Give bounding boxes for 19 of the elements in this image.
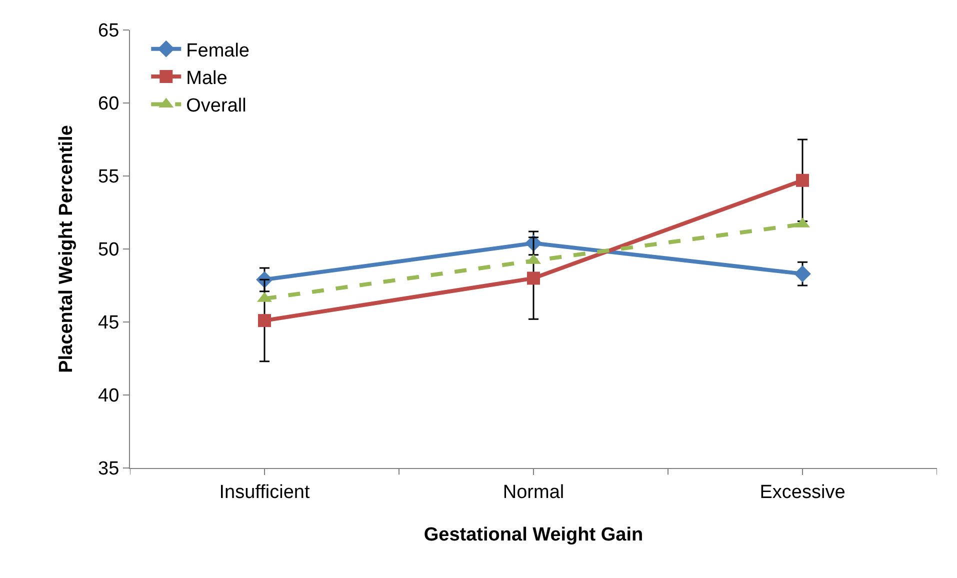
y-tick-label: 40 xyxy=(98,386,120,407)
point xyxy=(794,265,811,282)
y-axis-title: Placental Weight Percentile xyxy=(56,125,77,373)
legend-label: Overall xyxy=(186,96,246,117)
point xyxy=(258,314,271,328)
x-axis-title: Gestational Weight Gain xyxy=(424,524,644,546)
y-tick-label: 65 xyxy=(98,20,120,42)
y-tick-label: 45 xyxy=(98,312,120,334)
y-tick-label: 55 xyxy=(98,166,120,188)
legend-label: Female xyxy=(186,40,250,62)
x-tick-label: Insufficient xyxy=(219,482,310,503)
y-tick-label: 60 xyxy=(98,94,120,115)
point xyxy=(527,272,540,285)
point xyxy=(796,174,809,187)
y-tick-label: 35 xyxy=(98,458,120,480)
y-tick-label: 50 xyxy=(98,240,120,261)
x-tick-label: Excessive xyxy=(760,482,846,503)
x-tick-label: Normal xyxy=(502,482,564,503)
legend-label: Male xyxy=(186,68,228,89)
